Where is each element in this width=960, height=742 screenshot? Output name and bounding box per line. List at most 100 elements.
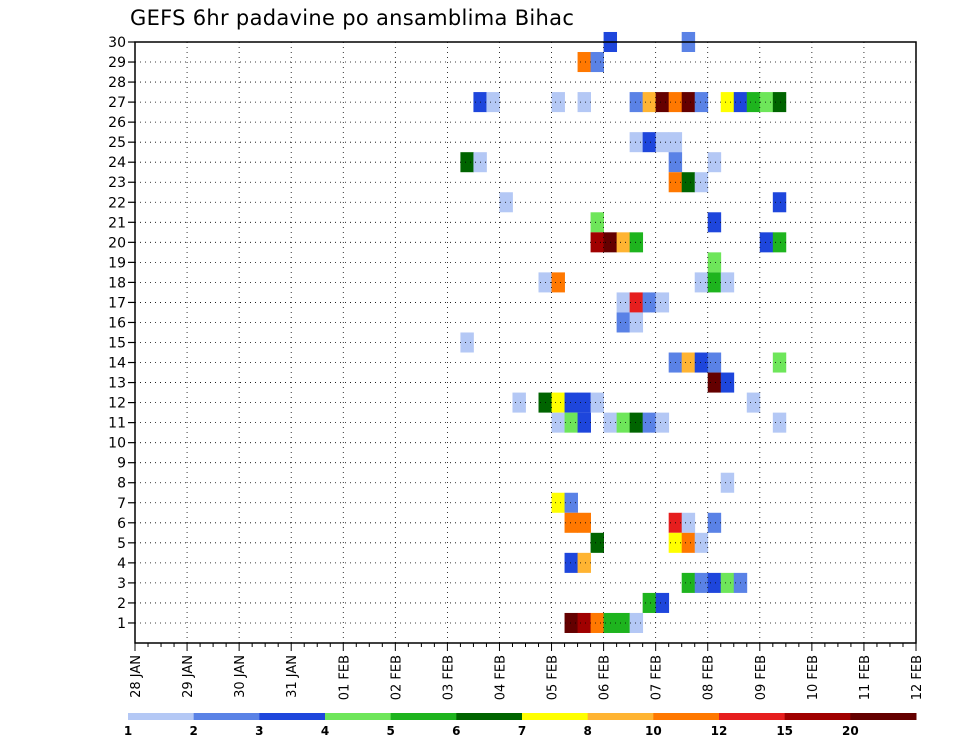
heatmap-cell	[707, 272, 722, 293]
heatmap-cell	[616, 292, 631, 313]
colorbar-label: 10	[645, 724, 662, 738]
colorbar-swatch	[719, 713, 786, 720]
y-tick-label: 6	[117, 516, 126, 532]
x-tick-label: 31 JAN	[285, 655, 300, 698]
heatmap-cell	[681, 172, 696, 193]
heatmap-cell	[707, 252, 722, 273]
y-tick-label: 5	[117, 536, 126, 552]
heatmap-cell	[577, 412, 591, 433]
colorbar-label: 6	[452, 724, 460, 738]
y-tick-label: 14	[108, 356, 126, 372]
x-tick-label: 30 JAN	[233, 655, 248, 698]
x-tick-label: 09 FEB	[754, 655, 769, 700]
y-tick-label: 22	[108, 195, 126, 211]
heatmap-cell	[577, 512, 591, 533]
colorbar-label: 2	[189, 724, 197, 738]
y-tick-label: 28	[108, 75, 126, 91]
heatmap-cell	[460, 332, 474, 353]
heatmap-cell	[707, 152, 722, 173]
colorbar-label: 15	[776, 724, 793, 738]
heatmap-cell	[564, 512, 578, 533]
colorbar: 1 2 3 4 5 6 7 8 10 12 15 20	[124, 713, 917, 738]
heatmap-cell	[772, 352, 787, 373]
heatmap-cell	[694, 572, 709, 593]
heatmap-cell	[707, 572, 722, 593]
heatmap-cell	[746, 392, 761, 413]
heatmap-cell	[460, 152, 474, 173]
heatmap-cell	[772, 232, 787, 253]
y-tick-label: 9	[117, 456, 126, 472]
x-tick-label: 04 FEB	[493, 655, 508, 700]
heatmap-cell	[746, 92, 761, 113]
heatmap-cell	[681, 532, 696, 553]
heatmap-cell	[707, 212, 722, 233]
heatmap-cell	[512, 392, 526, 413]
x-tick-label: 07 FEB	[650, 655, 665, 700]
heatmap-cell	[564, 392, 578, 413]
heatmap-cell	[720, 472, 735, 493]
heatmap-cell	[642, 412, 657, 433]
x-tick-label: 10 FEB	[806, 655, 821, 700]
x-tick-label: 03 FEB	[441, 655, 456, 700]
heatmap-cell	[590, 392, 604, 413]
heatmap-cell	[551, 92, 565, 113]
heatmap-cell	[616, 312, 631, 333]
colorbar-swatch	[193, 713, 260, 720]
y-tick-label: 23	[108, 175, 126, 191]
heatmap-cell	[642, 292, 657, 313]
y-tick-label: 11	[108, 416, 126, 432]
y-tick-label: 8	[117, 476, 126, 492]
y-tick-label: 15	[108, 336, 126, 352]
heatmap-cell	[694, 172, 709, 193]
heatmap-cell	[694, 272, 709, 293]
y-tick-label: 7	[117, 496, 126, 512]
heatmap-cell	[551, 272, 565, 293]
heatmap-cell	[564, 412, 578, 433]
heatmap-cell	[629, 132, 644, 153]
heatmap-cell	[720, 572, 735, 593]
chart-title: GEFS 6hr padavine po ansamblima Bihac	[130, 6, 575, 30]
x-tick-label: 11 FEB	[858, 655, 873, 700]
heatmap-cell	[590, 212, 604, 233]
heatmap-cell	[694, 92, 709, 113]
heatmap-cell	[577, 612, 591, 633]
y-tick-label: 3	[117, 576, 126, 592]
y-tick-label: 20	[108, 235, 126, 251]
y-tick-label: 30	[108, 35, 126, 51]
heatmap-cell	[694, 532, 709, 553]
x-tick-label: 06 FEB	[598, 655, 613, 700]
heatmap-cell	[486, 92, 500, 113]
heatmap-cell	[590, 612, 604, 633]
heatmap-cell	[655, 412, 670, 433]
heatmap-cell	[655, 592, 670, 613]
heatmap-cell	[759, 92, 774, 113]
colorbar-label: 7	[518, 724, 526, 738]
heatmap-cell	[564, 552, 578, 573]
heatmap-cell	[720, 272, 735, 293]
colorbar-swatch	[128, 713, 195, 720]
heatmap-cell	[629, 292, 644, 313]
heatmap-cell	[577, 552, 591, 573]
colorbar-swatch	[522, 713, 589, 720]
heatmap-cell	[707, 352, 722, 373]
heatmap-cell	[772, 412, 787, 433]
heatmap-cell	[642, 92, 657, 113]
heatmap-cell	[681, 572, 696, 593]
y-tick-label: 27	[108, 95, 126, 111]
heatmap-cell	[694, 352, 709, 373]
colorbar-label: 5	[386, 724, 394, 738]
colorbar-label: 4	[321, 724, 329, 738]
y-axis: 1234567891011121314151617181920212223242…	[108, 35, 135, 632]
heatmap-cell	[655, 132, 670, 153]
y-tick-label: 18	[108, 275, 126, 291]
heatmap-cell	[577, 52, 591, 73]
heatmap-cell	[707, 512, 722, 533]
colorbar-swatch	[850, 713, 917, 720]
heatmap-cell	[772, 92, 787, 113]
y-tick-label: 1	[117, 616, 126, 632]
heatmap-cell	[577, 392, 591, 413]
y-tick-label: 21	[108, 215, 126, 231]
y-tick-label: 12	[108, 396, 126, 412]
heatmap-cell	[616, 232, 631, 253]
